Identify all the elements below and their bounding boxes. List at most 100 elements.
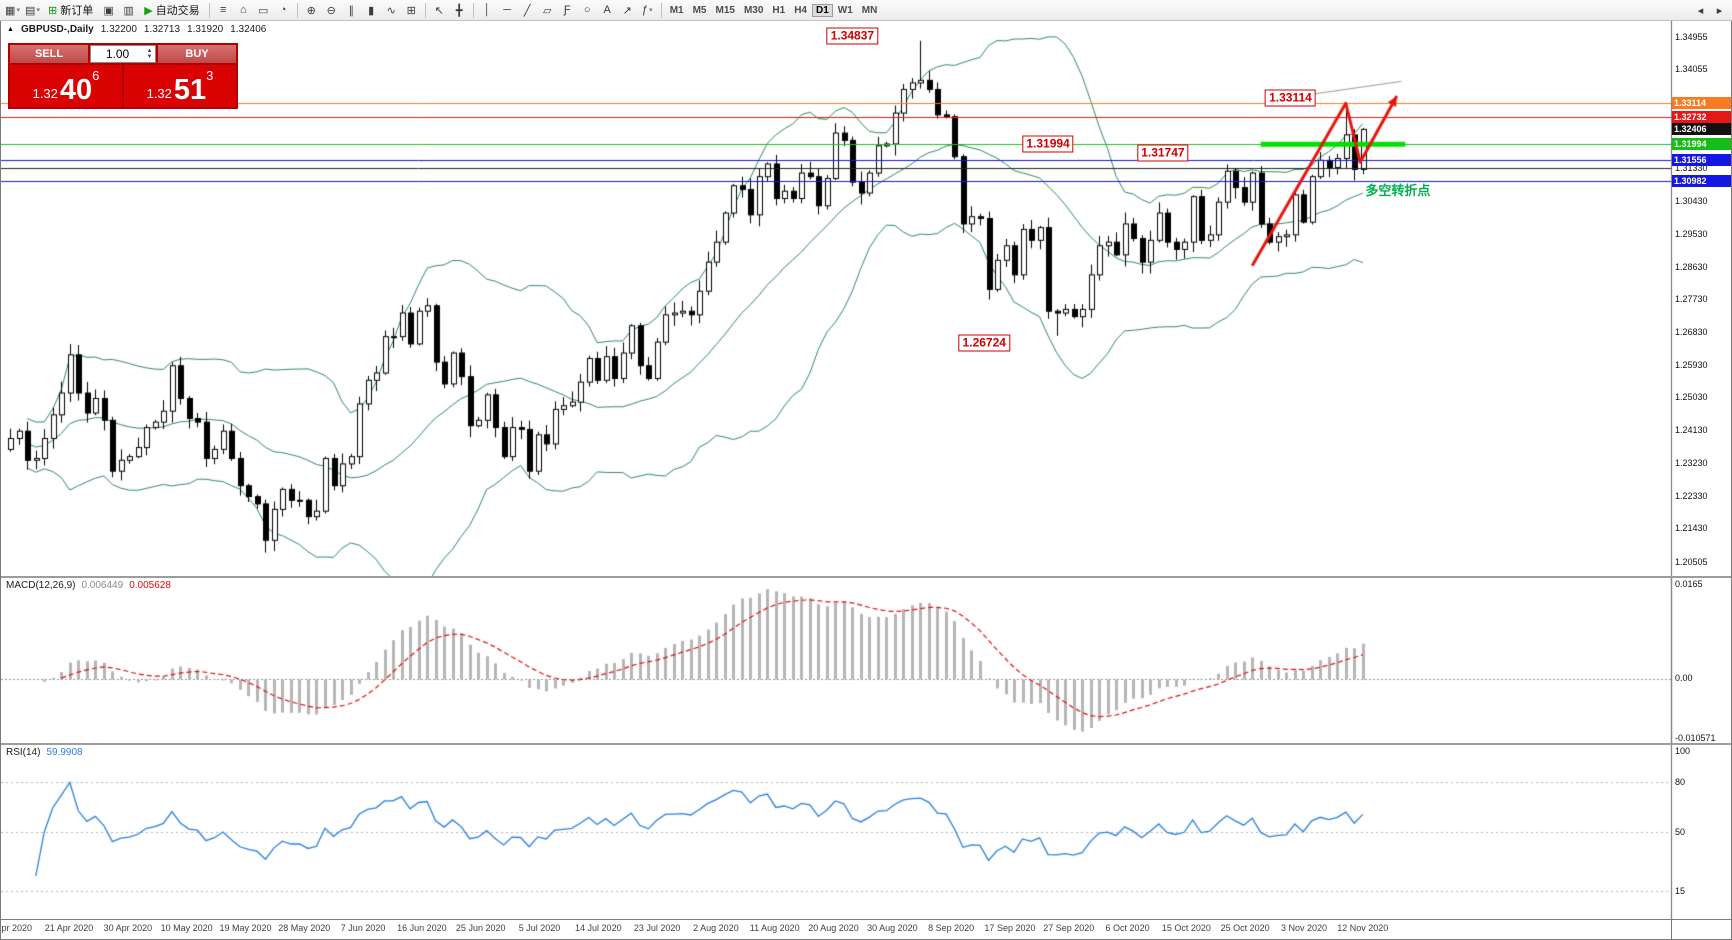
macd-axis-tick: 0.00 bbox=[1675, 673, 1693, 684]
pane-separator[interactable] bbox=[1, 743, 1731, 746]
bid-prefix: 1.32 bbox=[32, 86, 58, 101]
rsi-value: 59.9908 bbox=[46, 747, 83, 759]
autotrade-button[interactable]: ▶ 自动交易 bbox=[144, 4, 200, 18]
fibonacci-icon[interactable]: Ƒ bbox=[563, 4, 571, 16]
buy-button[interactable]: BUY bbox=[158, 45, 236, 63]
crosshair-icon[interactable]: ╋ bbox=[455, 4, 463, 17]
channel-icon[interactable]: ▱ bbox=[542, 4, 552, 17]
buy-label: BUY bbox=[185, 48, 209, 60]
macd-title: MACD(12,26,9) bbox=[6, 579, 76, 591]
one-click-trading-panel: SELL 1.00 ▲ ▼ BUY 1.32 40 6 bbox=[8, 43, 238, 109]
toolbar-separator bbox=[208, 2, 210, 18]
price-tick: 1.22330 bbox=[1675, 490, 1708, 501]
date-label: 20 Aug 2020 bbox=[808, 923, 859, 933]
candlestick-chart-icon[interactable]: ▮ bbox=[368, 4, 375, 17]
text-icon[interactable]: A bbox=[603, 4, 611, 16]
indicators-icon[interactable]: ƒ ▾ bbox=[641, 4, 653, 16]
price-tick: 1.31330 bbox=[1675, 163, 1708, 174]
chart-windows-icon[interactable]: ▣ bbox=[103, 4, 114, 17]
ohlc-low: 1.31920 bbox=[187, 24, 224, 35]
arrow-tool-icon[interactable]: ↗ bbox=[622, 4, 632, 17]
sell-label: SELL bbox=[34, 48, 64, 60]
date-label: 17 Sep 2020 bbox=[984, 923, 1036, 933]
tile-windows-icon[interactable]: ⊞ bbox=[406, 4, 416, 17]
ohlc-high: 1.32713 bbox=[143, 24, 181, 35]
pane-separator[interactable] bbox=[1, 575, 1731, 578]
line-chart-icon[interactable]: ∿ bbox=[386, 4, 396, 17]
price-tick: 1.23230 bbox=[1675, 457, 1708, 468]
date-axis[interactable]: 2 Apr 2020 21 Apr 2020 30 Apr 2020 10 May 2… bbox=[1, 919, 1731, 939]
macd-signal-value: 0.005628 bbox=[129, 579, 171, 591]
zoom-out-icon[interactable]: ⊖ bbox=[326, 4, 336, 17]
profiles-icon[interactable]: ▤ ▾ bbox=[25, 4, 40, 17]
chart-header: ▲ GBPUSD-,Daily 1.32200 1.32713 1.31920 … bbox=[7, 24, 266, 35]
data-window-icon[interactable]: ▥ bbox=[123, 4, 134, 17]
volume-up-icon[interactable]: ▲ bbox=[146, 48, 153, 54]
date-label: 11 Aug 2020 bbox=[749, 923, 800, 933]
new-order-button[interactable]: ⊞ 新订单 bbox=[48, 4, 94, 18]
price-tick: 1.25030 bbox=[1675, 392, 1708, 403]
vertical-line-icon[interactable]: │ bbox=[483, 4, 491, 16]
timeframe-h4[interactable]: H4 bbox=[794, 4, 807, 16]
main-price-pane[interactable]: ▲ GBPUSD-,Daily 1.32200 1.32713 1.31920 … bbox=[1, 21, 1731, 576]
trendline-icon[interactable]: ╱ bbox=[523, 4, 531, 17]
timeframe-w1[interactable]: W1 bbox=[837, 4, 853, 16]
volume-down-icon[interactable]: ▼ bbox=[146, 54, 153, 60]
scroll-forward-icon[interactable]: ▸ bbox=[1716, 4, 1723, 17]
timeframe-d1[interactable]: D1 bbox=[812, 3, 833, 17]
price-line-label: 1.30982 bbox=[1672, 174, 1731, 187]
price-callout: 1.34837 bbox=[826, 27, 879, 45]
terminal-icon[interactable]: ▭ bbox=[257, 4, 269, 17]
navigator-icon[interactable]: ⌂ bbox=[239, 4, 247, 16]
date-label: 25 Jun 2020 bbox=[455, 923, 506, 933]
new-chart-icon[interactable]: ▦ ▾ bbox=[5, 4, 20, 17]
price-tick: 1.30430 bbox=[1675, 196, 1708, 207]
bid-price-display[interactable]: 1.32 40 6 bbox=[10, 65, 122, 107]
macd-axis-tick: -0.010571 bbox=[1675, 732, 1716, 743]
scroll-back-icon[interactable]: ◂ bbox=[1697, 4, 1704, 17]
volume-stepper[interactable]: ▲ ▼ bbox=[144, 48, 155, 60]
timeframe-m30[interactable]: M30 bbox=[743, 4, 764, 16]
rsi-axis-tick: 100 bbox=[1675, 746, 1691, 757]
macd-pane[interactable]: MACD(12,26,9) 0.006449 0.005628 0.0165 0.… bbox=[1, 577, 1731, 744]
sell-button[interactable]: SELL bbox=[10, 45, 88, 63]
price-line-label: 1.31994 bbox=[1672, 138, 1731, 151]
market-watch-icon[interactable]: ≡ bbox=[219, 4, 227, 16]
cursor-icon[interactable]: ↖ bbox=[434, 4, 444, 17]
shapes-icon[interactable]: ○ bbox=[583, 4, 591, 16]
bar-chart-icon[interactable]: ∥ bbox=[348, 4, 354, 17]
price-line-label: 1.31556 bbox=[1672, 154, 1731, 167]
ohlc-close: 1.32406 bbox=[230, 24, 267, 35]
timeframe-mn[interactable]: MN bbox=[861, 4, 878, 16]
price-tick: 1.34955 bbox=[1675, 31, 1708, 42]
date-label: 21 Apr 2020 bbox=[44, 923, 94, 933]
toolbar-separator bbox=[660, 2, 662, 18]
toolbar-separator bbox=[472, 2, 474, 18]
rsi-canvas[interactable] bbox=[1, 745, 1731, 919]
date-label: 6 Oct 2020 bbox=[1105, 923, 1150, 933]
macd-canvas[interactable] bbox=[1, 577, 1731, 744]
date-label: 30 Aug 2020 bbox=[867, 923, 918, 933]
timeframe-m5[interactable]: M5 bbox=[692, 4, 707, 16]
ask-price-display[interactable]: 1.32 51 3 bbox=[124, 65, 236, 107]
date-label: 14 Jul 2020 bbox=[575, 923, 622, 933]
rsi-pane[interactable]: RSI(14) 59.9908 100 80 50 15 bbox=[1, 745, 1731, 919]
price-callout: 1.26724 bbox=[958, 334, 1010, 352]
strategy-tester-icon[interactable]: ◔ bbox=[279, 4, 287, 16]
timeframe-m1[interactable]: M1 bbox=[669, 4, 684, 16]
date-label: 19 May 2020 bbox=[219, 923, 272, 933]
zoom-in-icon[interactable]: ⊕ bbox=[306, 4, 316, 17]
one-click-toggle-icon[interactable]: ▲ bbox=[7, 26, 14, 33]
price-callout: 1.31747 bbox=[1137, 144, 1189, 162]
date-label: 30 Apr 2020 bbox=[103, 923, 153, 933]
price-tick: 1.20505 bbox=[1675, 556, 1708, 567]
turning-point-annotation: 多空转折点 bbox=[1365, 183, 1431, 199]
timeframe-m15[interactable]: M15 bbox=[715, 4, 735, 16]
timeframe-h1[interactable]: H1 bbox=[772, 4, 786, 16]
price-chart-canvas[interactable] bbox=[1, 21, 1731, 576]
toolbar-right-group: ◂ ▸ bbox=[1691, 2, 1729, 19]
horizontal-line-icon[interactable]: ─ bbox=[503, 4, 512, 16]
date-label: 23 Jul 2020 bbox=[633, 923, 681, 933]
volume-input[interactable]: 1.00 ▲ ▼ bbox=[90, 45, 156, 63]
